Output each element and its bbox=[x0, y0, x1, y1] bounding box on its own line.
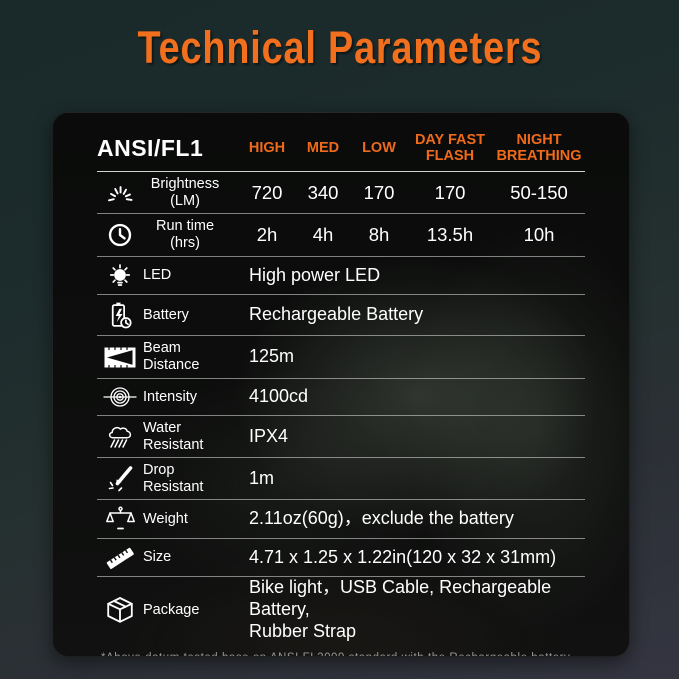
row-label-brightness: Brightness (LM) bbox=[150, 175, 220, 209]
weight-value: 2.11oz(60g)，exclude the battery bbox=[249, 508, 514, 529]
battery-icon bbox=[97, 301, 143, 330]
table-row-brightness: Brightness (LM) 720 340 170 170 50-150 bbox=[97, 172, 585, 214]
led-bulb-icon bbox=[97, 262, 143, 290]
table-row-beam: Beam Distance 125m bbox=[97, 336, 585, 379]
beam-value: 125m bbox=[249, 346, 295, 367]
row-label-drop: Drop Resistant bbox=[143, 461, 204, 495]
clock-icon bbox=[97, 222, 143, 248]
table-row-drop: Drop Resistant 1m bbox=[97, 458, 585, 500]
brightness-low: 170 bbox=[363, 181, 395, 203]
table-header-row: ANSI/FL1 HIGH MED LOW DAY FAST FLASH NIG… bbox=[97, 125, 585, 172]
beam-distance-icon bbox=[97, 345, 143, 370]
row-label-weight: Weight bbox=[143, 510, 188, 527]
table-row-intensity: Intensity 4100cd bbox=[97, 379, 585, 416]
ruler-icon bbox=[97, 545, 143, 571]
table-row-led: LED High power LED bbox=[97, 257, 585, 295]
column-header-day-fast-flash: DAY FAST FLASH bbox=[414, 131, 486, 164]
led-value: High power LED bbox=[249, 264, 381, 285]
runtime-med: 4h bbox=[312, 224, 334, 245]
battery-value: Rechargeable Battery bbox=[249, 304, 424, 325]
column-header-high: HIGH bbox=[248, 139, 286, 156]
spec-table: ANSI/FL1 HIGH MED LOW DAY FAST FLASH NIG… bbox=[53, 113, 629, 656]
page-title: Technical Parameters bbox=[137, 22, 542, 73]
package-box-icon bbox=[97, 596, 143, 624]
scale-icon bbox=[97, 506, 143, 532]
row-label-water: Water Resistant bbox=[143, 419, 204, 453]
size-value: 4.71 x 1.25 x 1.22in(120 x 32 x 31mm) bbox=[249, 546, 557, 567]
row-label-beam: Beam Distance bbox=[143, 340, 200, 373]
intensity-value: 4100cd bbox=[249, 386, 309, 407]
row-label-intensity: Intensity bbox=[143, 388, 197, 405]
spec-panel: ANSI/FL1 HIGH MED LOW DAY FAST FLASH NIG… bbox=[52, 112, 630, 657]
row-label-runtime: Run time (hrs) bbox=[155, 218, 215, 251]
table-row-size: Size 4.71 x 1.25 x 1.22in(120 x 32 x 31m… bbox=[97, 539, 585, 577]
row-label-led: LED bbox=[143, 267, 172, 284]
column-header-low: LOW bbox=[362, 139, 396, 156]
runtime-breathing: 10h bbox=[523, 224, 555, 245]
runtime-high: 2h bbox=[256, 224, 278, 245]
table-row-weight: Weight 2.11oz(60g)，exclude the battery bbox=[97, 500, 585, 539]
column-header-med: MED bbox=[306, 139, 340, 156]
footnote-line1: *Above datum tested base on ANSI FL2009 … bbox=[101, 650, 585, 656]
table-row-battery: Battery Rechargeable Battery bbox=[97, 295, 585, 336]
brightness-med: 340 bbox=[307, 181, 339, 203]
row-label-size: Size bbox=[143, 549, 172, 566]
column-header-night-breathing: NIGHT BREATHING bbox=[496, 131, 582, 164]
footnote: *Above datum tested base on ANSI FL2009 … bbox=[97, 643, 585, 656]
table-row-water: Water Resistant IPX4 bbox=[97, 416, 585, 458]
rain-cloud-icon bbox=[97, 423, 143, 450]
drop-value: 1m bbox=[249, 467, 275, 488]
brightness-flash: 170 bbox=[434, 181, 466, 203]
table-row-runtime: Run time (hrs) 2h 4h 8h 13.5h 10h bbox=[97, 214, 585, 257]
ansi-fl1-label: ANSI/FL1 bbox=[97, 134, 204, 161]
brightness-breathing: 50-150 bbox=[510, 181, 568, 203]
package-value: Bike light，USB Cable, Rechargeable Batte… bbox=[249, 577, 552, 641]
water-value: IPX4 bbox=[249, 425, 289, 446]
title-bar: Technical Parameters bbox=[0, 22, 679, 74]
row-label-battery: Battery bbox=[143, 306, 189, 323]
brightness-icon bbox=[97, 182, 143, 204]
intensity-target-icon bbox=[97, 385, 143, 409]
runtime-flash: 13.5h bbox=[426, 224, 474, 245]
drop-impact-icon bbox=[97, 465, 143, 492]
row-label-package: Package bbox=[143, 601, 200, 618]
brightness-high: 720 bbox=[251, 181, 283, 203]
table-row-package: Package Bike light，USB Cable, Rechargeab… bbox=[97, 577, 585, 643]
runtime-low: 8h bbox=[368, 224, 390, 245]
